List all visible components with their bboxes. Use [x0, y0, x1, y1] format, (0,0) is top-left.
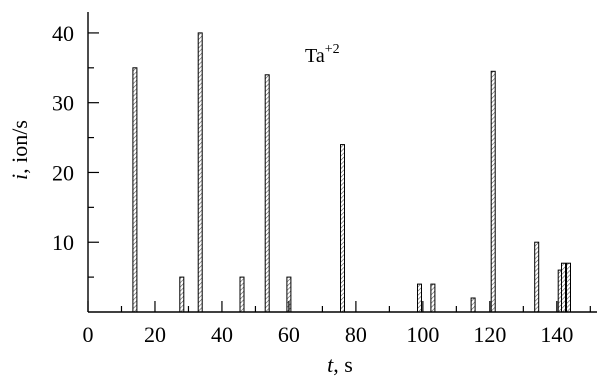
- bar-3: [239, 276, 245, 313]
- bar-0: [132, 67, 138, 313]
- bar-2: [197, 32, 203, 313]
- bar-14: [566, 262, 571, 313]
- bar-7: [417, 283, 422, 313]
- y-axis-title: i, ion/s: [7, 120, 32, 180]
- bar-8: [430, 283, 436, 313]
- bar-13: [561, 262, 566, 313]
- x-tick-label-20: 20: [144, 322, 166, 347]
- bar-11: [534, 241, 540, 313]
- x-tick-label-120: 120: [473, 322, 506, 347]
- x-tick-label-100: 100: [406, 322, 439, 347]
- x-tick-label-80: 80: [345, 322, 367, 347]
- axis-ticks: [87, 32, 591, 312]
- x-tick-label-0: 0: [83, 322, 94, 347]
- x-tick-label-140: 140: [540, 322, 573, 347]
- tick-labels: 0 20 40 60 80 100 120 140 10 20 30 40: [52, 21, 573, 347]
- y-tick-label-10: 10: [52, 230, 74, 255]
- bar-1: [179, 276, 185, 313]
- bar-6: [340, 144, 345, 313]
- x-tick-label-40: 40: [211, 322, 233, 347]
- y-tick-label-30: 30: [52, 91, 74, 116]
- bars: [132, 32, 571, 313]
- bar-9: [470, 297, 476, 313]
- x-axis-title: t, s: [327, 352, 353, 377]
- bar-4: [264, 74, 270, 313]
- bar-10: [490, 70, 496, 313]
- y-tick-label-40: 40: [52, 21, 74, 46]
- ion-annotation: Ta+2: [305, 42, 340, 67]
- x-tick-label-60: 60: [278, 322, 300, 347]
- y-tick-label-20: 20: [52, 160, 74, 185]
